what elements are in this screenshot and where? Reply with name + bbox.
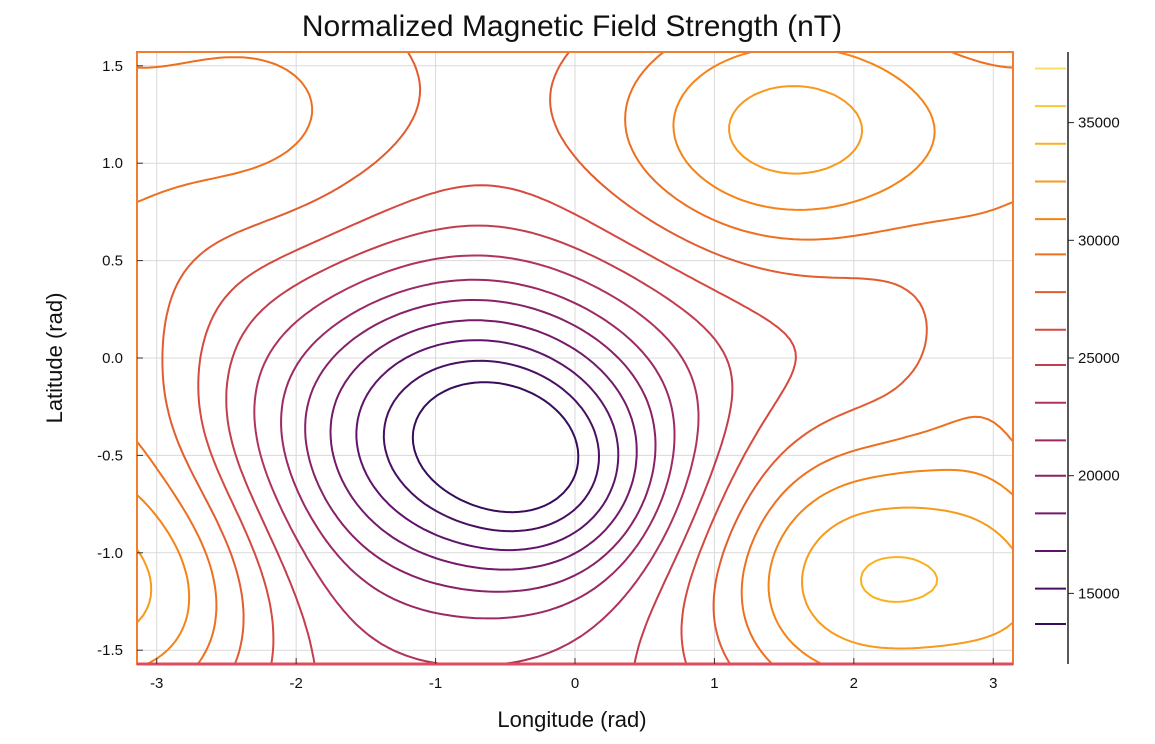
- x-tick-label-2: -1: [429, 675, 442, 692]
- y-tick-label-1: -1.0: [97, 545, 123, 562]
- chart-title: Normalized Magnetic Field Strength (nT): [302, 10, 842, 43]
- colorbar-tick-label-0: 15000: [1078, 585, 1120, 602]
- contour-level-13700: [411, 381, 580, 514]
- y-tick-label-5: 1.0: [102, 155, 123, 172]
- x-axis-label: Longitude (rad): [497, 707, 646, 732]
- colorbar-tick-label-4: 35000: [1078, 115, 1120, 132]
- y-tick-label-6: 1.5: [102, 58, 123, 75]
- contour-level-16800: [355, 339, 620, 552]
- y-tick-label-2: -0.5: [97, 447, 123, 464]
- colorbar-tick-label-1: 20000: [1078, 468, 1120, 485]
- x-tick-label-0: -3: [150, 675, 163, 692]
- contour-level-21500: [280, 278, 676, 620]
- y-axis-ticks: -1.5 -1.0 -0.5 0.0 0.5 1.0 1.5: [97, 58, 143, 659]
- y-tick-label-3: 0.0: [102, 350, 123, 367]
- y-tick-label-4: 0.5: [102, 253, 123, 270]
- x-tick-label-3: 0: [571, 675, 579, 692]
- x-axis-ticks: -3 -2 -1 0 1 2 3: [150, 658, 997, 692]
- x-tick-label-5: 2: [850, 675, 858, 692]
- colorbar-tick-label-3: 30000: [1078, 232, 1120, 249]
- contour-level-15200: [382, 359, 600, 533]
- grid-lines: [137, 52, 1013, 664]
- contour-level-24700: [225, 224, 734, 665]
- y-tick-label-0: -1.5: [97, 642, 123, 659]
- colorbar-tick-label-2: 25000: [1078, 350, 1120, 367]
- contour-level-34100: [859, 556, 939, 603]
- contour-lines: [136, 51, 1014, 665]
- contour-level-27800: [161, 51, 928, 665]
- x-tick-label-4: 1: [710, 675, 718, 692]
- contour-level-18400: [329, 319, 638, 571]
- y-axis-label: Latitude (rad): [42, 293, 67, 424]
- colorbar: 15000 20000 25000 30000 35000: [1035, 52, 1120, 664]
- x-tick-label-6: 3: [989, 675, 997, 692]
- x-tick-label-1: -2: [289, 675, 302, 692]
- contour-level-23100: [253, 254, 700, 665]
- contour-level-20000: [304, 299, 657, 593]
- contour-level-26200: [197, 184, 797, 665]
- contour-level-32500: [136, 85, 1014, 650]
